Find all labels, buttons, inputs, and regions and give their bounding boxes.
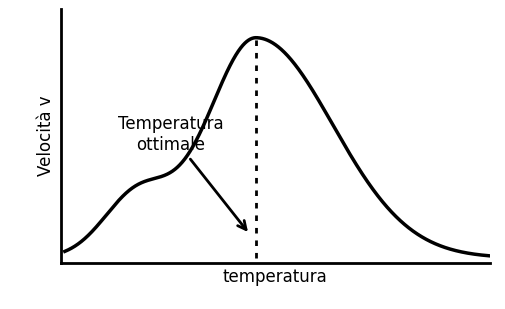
Text: Temperatura
ottimale: Temperatura ottimale [118, 115, 246, 230]
Y-axis label: Velocità v: Velocità v [37, 96, 55, 176]
X-axis label: temperatura: temperatura [223, 268, 328, 286]
